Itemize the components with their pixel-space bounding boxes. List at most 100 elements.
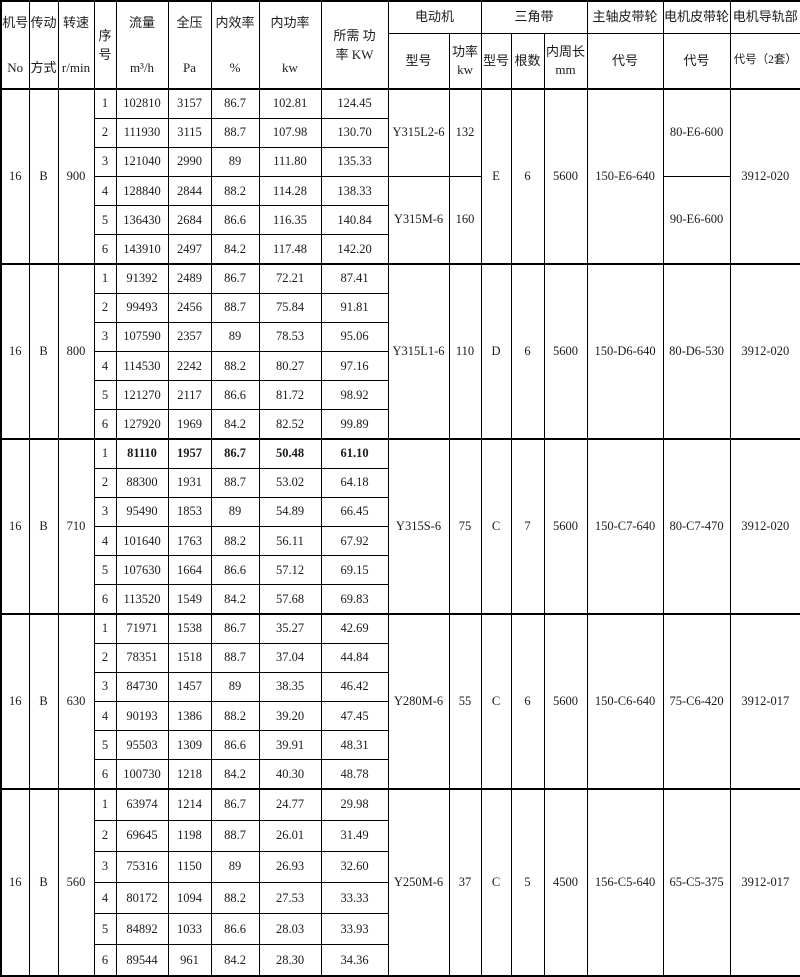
cell-pressure: 1957 bbox=[167, 437, 212, 469]
cell-efficiency: 88.2 bbox=[210, 700, 260, 732]
cell-efficiency: 88.7 bbox=[210, 292, 260, 323]
cell-required-power: 46.42 bbox=[320, 671, 389, 702]
cell-motor-model: Y315L2-6 bbox=[387, 87, 450, 177]
cell-flow: 99493 bbox=[115, 292, 169, 323]
header-belt-length-line2: mm bbox=[555, 62, 576, 78]
cell-belt-length: 5600 bbox=[543, 437, 588, 615]
header-drive-line1: 传动 bbox=[30, 15, 57, 30]
cell-efficiency: 86.7 bbox=[210, 262, 260, 294]
data-row: 6 100730 1218 84.2 40.30 48.78 bbox=[1, 759, 800, 790]
cell-efficiency: 88.7 bbox=[210, 642, 260, 673]
cell-motor-model: Y315L1-6 bbox=[387, 262, 450, 440]
speed-block: 16 B 630 1 71971 1538 86.7 35.27 42.69 Y280M-6 55 C… bbox=[0, 612, 800, 790]
header-speed-line1: 转速 bbox=[62, 15, 89, 30]
cell-pressure: 1518 bbox=[167, 642, 212, 673]
cell-required-power: 42.69 bbox=[320, 612, 389, 644]
cell-belt-type: D bbox=[480, 262, 512, 440]
header-main-pulley-group: 主轴皮带轮 bbox=[586, 0, 664, 34]
cell-efficiency: 86.6 bbox=[210, 555, 260, 586]
cell-pressure: 1198 bbox=[167, 819, 212, 852]
speed-block: 16 B 710 1 81110 1957 86.7 50.48 61.10 Y315S-6 75 C… bbox=[0, 437, 800, 615]
cell-required-power: 48.31 bbox=[320, 730, 389, 761]
data-row: 4 128840 2844 88.2 114.28 138.33 Y315M-6 160 90-… bbox=[1, 175, 800, 265]
cell-motor-kw: 132 bbox=[448, 87, 482, 177]
cell-pressure: 1218 bbox=[167, 759, 212, 790]
cell-belt-count: 6 bbox=[510, 612, 545, 790]
header-speed-line2: r/min bbox=[61, 60, 91, 76]
cell-pressure: 2242 bbox=[167, 350, 212, 382]
cell-rail-code: 3912-020 bbox=[729, 437, 800, 615]
cell-efficiency: 89 bbox=[210, 496, 260, 527]
cell-required-power: 44.84 bbox=[320, 642, 389, 673]
cell-efficiency: 88.2 bbox=[210, 525, 260, 557]
cell-efficiency: 86.7 bbox=[210, 787, 260, 821]
data-row: 4 90193 1386 88.2 39.20 47.45 bbox=[1, 700, 800, 732]
cell-required-power: 61.10 bbox=[320, 437, 389, 469]
cell-seq: 6 bbox=[93, 409, 117, 440]
header-belt-count: 根数 bbox=[510, 32, 545, 90]
cell-flow: 113520 bbox=[115, 584, 169, 615]
cell-internal-power: 28.03 bbox=[258, 913, 322, 946]
speed-block: 16 B 900 1 102810 3157 86.7 102.81 124.45 Y315L2-… bbox=[0, 87, 800, 265]
cell-internal-power: 72.21 bbox=[258, 262, 322, 294]
header-main-pulley-code: 代号 bbox=[586, 32, 664, 90]
cell-internal-power: 81.72 bbox=[258, 380, 322, 411]
cell-efficiency: 86.6 bbox=[210, 205, 260, 236]
cell-machine-no: 16 bbox=[0, 437, 30, 615]
header-belt-length-line1: 内周长 bbox=[546, 43, 586, 59]
cell-pressure: 3115 bbox=[167, 117, 212, 148]
cell-seq: 6 bbox=[93, 759, 117, 790]
cell-required-power: 130.70 bbox=[320, 117, 389, 148]
header-flow: 流量 m³/h bbox=[115, 0, 169, 90]
cell-required-power: 48.78 bbox=[320, 759, 389, 790]
cell-drive-mode: B bbox=[28, 437, 59, 615]
cell-drive-mode: B bbox=[28, 88, 59, 265]
header-power-line2: kw bbox=[282, 60, 298, 76]
cell-pressure: 1549 bbox=[167, 584, 212, 615]
cell-pressure: 1094 bbox=[167, 881, 212, 915]
cell-flow: 136430 bbox=[115, 205, 169, 236]
cell-rail-code: 3912-017 bbox=[729, 612, 800, 790]
cell-motor-kw: 110 bbox=[448, 262, 482, 440]
cell-internal-power: 80.27 bbox=[258, 350, 322, 382]
cell-main-pulley-code: 150-C7-640 bbox=[586, 437, 664, 615]
data-row: 6 113520 1549 84.2 57.68 69.83 bbox=[1, 584, 800, 615]
cell-efficiency: 88.2 bbox=[210, 175, 260, 207]
data-row: 16 B 800 1 91392 2489 86.7 72.21 87.41 Y315L1-6 11… bbox=[0, 262, 800, 440]
cell-flow: 89544 bbox=[115, 944, 169, 977]
cell-motor-model: Y315S-6 bbox=[387, 437, 450, 615]
data-row: 4 101640 1763 88.2 56.11 67.92 bbox=[1, 525, 800, 557]
cell-pressure: 1214 bbox=[167, 787, 212, 821]
cell-efficiency: 84.2 bbox=[210, 944, 260, 977]
cell-internal-power: 117.48 bbox=[258, 234, 322, 265]
cell-internal-power: 35.27 bbox=[258, 612, 322, 644]
cell-efficiency: 89 bbox=[210, 146, 260, 177]
cell-motor-pulley-code: 65-C5-375 bbox=[662, 787, 731, 977]
header-flow-line1: 流量 bbox=[128, 15, 155, 30]
cell-internal-power: 24.77 bbox=[258, 787, 322, 821]
header-motor-kw-line1: 功率 bbox=[452, 43, 479, 59]
cell-pressure: 1853 bbox=[167, 496, 212, 527]
data-row: 5 136430 2684 86.6 116.35 140.84 bbox=[1, 205, 800, 236]
data-row: 2 111930 3115 88.7 107.98 130.70 bbox=[1, 117, 800, 148]
cell-seq: 3 bbox=[93, 496, 117, 527]
cell-efficiency: 86.7 bbox=[210, 87, 260, 119]
cell-flow: 107630 bbox=[115, 555, 169, 586]
header-efficiency-line1: 内效率 bbox=[215, 15, 255, 30]
cell-internal-power: 82.52 bbox=[258, 409, 322, 440]
cell-motor-pulley-code: 80-D6-530 bbox=[662, 262, 731, 440]
header-motor-group: 电动机 bbox=[387, 0, 482, 34]
cell-flow: 100730 bbox=[115, 759, 169, 790]
header-seq-line2: 号 bbox=[98, 46, 112, 62]
cell-belt-count: 6 bbox=[510, 88, 545, 265]
cell-internal-power: 39.91 bbox=[258, 730, 322, 761]
cell-required-power: 31.49 bbox=[320, 819, 389, 852]
cell-seq: 3 bbox=[93, 146, 117, 177]
cell-flow: 84892 bbox=[115, 913, 169, 946]
cell-flow: 69645 bbox=[115, 819, 169, 852]
cell-pressure: 1969 bbox=[167, 409, 212, 440]
cell-seq: 2 bbox=[93, 819, 117, 852]
cell-required-power: 69.15 bbox=[320, 555, 389, 586]
cell-motor-kw: 55 bbox=[448, 612, 482, 790]
cell-internal-power: 57.12 bbox=[258, 555, 322, 586]
